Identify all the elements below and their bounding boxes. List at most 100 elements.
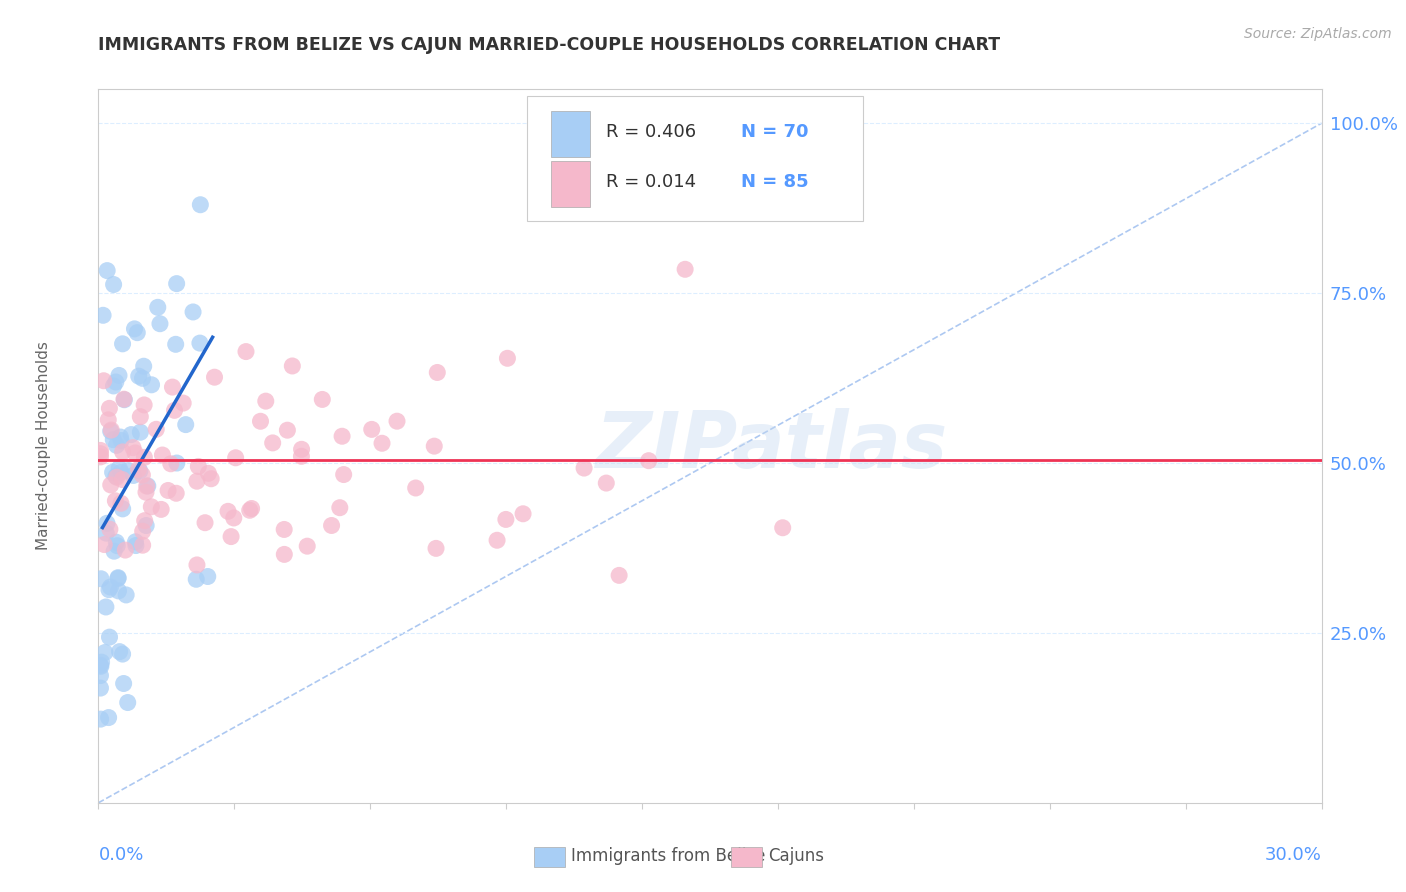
Point <box>97 413 120 427</box>
Point <box>110 496 132 510</box>
Point <box>157 483 180 498</box>
Point <box>405 481 427 495</box>
Point <box>124 446 146 460</box>
Point <box>240 501 263 516</box>
Point <box>124 534 146 549</box>
Point <box>146 301 169 315</box>
Text: IMMIGRANTS FROM BELIZE VS CAJUN MARRIED-COUPLE HOUSEHOLDS CORRELATION CHART: IMMIGRANTS FROM BELIZE VS CAJUN MARRIED-… <box>98 36 1001 54</box>
Point <box>273 523 295 537</box>
Point <box>98 401 121 416</box>
Point <box>104 493 127 508</box>
Point <box>107 571 129 585</box>
Point <box>145 422 167 436</box>
Point <box>100 424 122 438</box>
Point <box>496 351 519 366</box>
Point <box>188 198 212 212</box>
Point <box>105 470 128 484</box>
Point <box>108 645 131 659</box>
Point <box>100 423 122 437</box>
Point <box>105 535 128 549</box>
Point <box>186 474 208 488</box>
Point <box>124 322 146 336</box>
Point <box>111 445 134 459</box>
Point <box>112 392 135 407</box>
Point <box>159 457 181 471</box>
Point <box>225 450 247 465</box>
Point <box>89 443 111 458</box>
Point <box>125 539 148 553</box>
Bar <box>551 111 591 157</box>
Point <box>131 524 153 539</box>
Point <box>152 448 174 462</box>
Point <box>101 466 124 480</box>
Point <box>135 485 157 500</box>
Point <box>132 359 155 374</box>
Point <box>281 359 304 373</box>
Point <box>276 423 298 437</box>
Point <box>110 430 132 444</box>
Point <box>90 572 112 586</box>
Point <box>97 710 120 724</box>
Point <box>128 464 150 478</box>
Point <box>117 696 139 710</box>
Point <box>329 500 352 515</box>
Point <box>290 450 312 464</box>
Point <box>103 379 125 393</box>
Point <box>98 522 121 536</box>
Point <box>186 572 208 586</box>
Text: Immigrants from Belize: Immigrants from Belize <box>571 847 765 865</box>
Point <box>104 375 127 389</box>
Point <box>219 530 242 544</box>
Point <box>166 277 188 291</box>
Point <box>330 429 353 443</box>
Point <box>172 396 194 410</box>
Text: ZIPatlas: ZIPatlas <box>595 408 948 484</box>
Point <box>110 434 132 448</box>
Point <box>107 571 129 585</box>
Point <box>100 580 122 594</box>
Point <box>186 558 208 572</box>
Point <box>426 366 449 380</box>
Point <box>122 468 145 483</box>
Point <box>127 326 149 340</box>
Point <box>297 539 319 553</box>
Point <box>194 516 217 530</box>
Point <box>135 479 157 493</box>
Point <box>134 398 156 412</box>
Point <box>673 262 696 277</box>
Point <box>136 479 159 493</box>
Point <box>311 392 333 407</box>
Text: 30.0%: 30.0% <box>1265 846 1322 863</box>
Point <box>134 450 156 465</box>
Point <box>96 526 118 541</box>
Text: Married-couple Households: Married-couple Households <box>37 342 51 550</box>
Point <box>217 504 239 518</box>
Text: N = 85: N = 85 <box>741 173 808 191</box>
Point <box>197 467 219 481</box>
Point <box>512 507 534 521</box>
Text: Source: ZipAtlas.com: Source: ZipAtlas.com <box>1244 27 1392 41</box>
Point <box>163 403 186 417</box>
Point <box>321 518 343 533</box>
Point <box>104 469 127 483</box>
Point <box>98 630 121 644</box>
Point <box>96 263 118 277</box>
Point <box>572 461 595 475</box>
Point <box>197 569 219 583</box>
Point <box>150 502 173 516</box>
Text: R = 0.406: R = 0.406 <box>606 123 696 141</box>
Point <box>91 308 114 322</box>
Point <box>89 681 111 695</box>
Point <box>112 676 135 690</box>
Point <box>89 450 111 464</box>
Point <box>486 533 509 548</box>
Point <box>332 467 354 482</box>
Point <box>128 462 150 476</box>
Point <box>239 503 262 517</box>
Point <box>96 516 118 531</box>
Point <box>174 417 197 432</box>
Point <box>360 422 382 436</box>
Point <box>108 461 131 475</box>
Point <box>90 655 112 669</box>
Point <box>131 371 153 385</box>
